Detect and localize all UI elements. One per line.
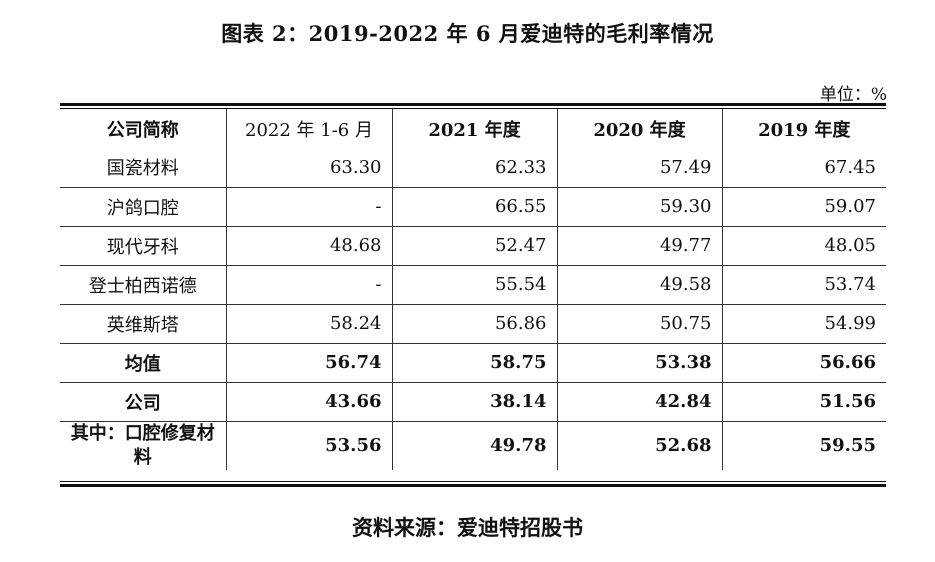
cell-value: 55.54 <box>391 264 558 304</box>
cell-value: 58.75 <box>391 342 558 382</box>
header-2019: 2019 年度 <box>721 109 886 148</box>
header-2020: 2020 年度 <box>556 109 723 148</box>
table-row: 登士柏西诺德 - 55.54 49.58 53.74 <box>60 264 886 304</box>
cell-value: - <box>225 264 393 304</box>
table-row: 国瓷材料 63.30 62.33 57.49 67.45 <box>60 148 886 187</box>
row-name: 登士柏西诺德 <box>60 264 227 304</box>
cell-value: 59.55 <box>721 420 886 470</box>
table-bottom-rule <box>60 484 886 487</box>
source-note: 资料来源：爱迪特招股书 <box>352 515 583 540</box>
cell-value: 43.66 <box>225 381 393 421</box>
cell-value: 62.33 <box>391 148 558 187</box>
row-name: 国瓷材料 <box>60 148 227 187</box>
header-company: 公司简称 <box>60 109 227 148</box>
table-row: 沪鸽口腔 - 66.55 59.30 59.07 <box>60 186 886 226</box>
cell-value: 59.07 <box>721 186 886 226</box>
cell-value: 66.55 <box>391 186 558 226</box>
cell-value: 42.84 <box>556 381 723 421</box>
row-name: 英维斯塔 <box>60 303 227 343</box>
header-2022h1: 2022 年 1-6 月 <box>225 109 393 148</box>
cell-value: 48.05 <box>721 225 886 265</box>
cell-value: 63.30 <box>225 148 393 187</box>
cell-value: 54.99 <box>721 303 886 343</box>
table-header-row: 公司简称 2022 年 1-6 月 2021 年度 2020 年度 2019 年… <box>60 109 886 148</box>
cell-value: 50.75 <box>556 303 723 343</box>
cell-value: 53.56 <box>225 420 393 470</box>
cell-value: - <box>225 186 393 226</box>
row-name: 现代牙科 <box>60 225 227 265</box>
unit-label: 单位：% <box>819 85 887 105</box>
chart-title: 图表 2：2019-2022 年 6 月爱迪特的毛利率情况 <box>221 21 714 46</box>
cell-value: 56.66 <box>721 342 886 382</box>
cell-value: 57.49 <box>556 148 723 187</box>
cell-value: 53.74 <box>721 264 886 304</box>
cell-value: 52.68 <box>556 420 723 470</box>
table-top-rule-thin <box>60 108 886 109</box>
table-top-rule <box>60 103 886 106</box>
cell-value: 49.58 <box>556 264 723 304</box>
table-row: 现代牙科 48.68 52.47 49.77 48.05 <box>60 225 886 265</box>
cell-value: 52.47 <box>391 225 558 265</box>
cell-value: 56.86 <box>391 303 558 343</box>
cell-value: 51.56 <box>721 381 886 421</box>
gross-margin-table: 公司简称 2022 年 1-6 月 2021 年度 2020 年度 2019 年… <box>60 109 886 470</box>
cell-value: 67.45 <box>721 148 886 187</box>
row-name: 沪鸽口腔 <box>60 186 227 226</box>
table-row-company: 公司 43.66 38.14 42.84 51.56 <box>60 381 886 421</box>
cell-value: 59.30 <box>556 186 723 226</box>
cell-value: 48.68 <box>225 225 393 265</box>
cell-value: 58.24 <box>225 303 393 343</box>
row-name: 其中：口腔修复材料 <box>60 420 227 470</box>
row-name: 均值 <box>60 342 227 382</box>
cell-value: 49.77 <box>556 225 723 265</box>
cell-value: 49.78 <box>391 420 558 470</box>
table-row: 英维斯塔 58.24 56.86 50.75 54.99 <box>60 303 886 343</box>
table-row-average: 均值 56.74 58.75 53.38 56.66 <box>60 342 886 382</box>
row-name: 公司 <box>60 381 227 421</box>
table-row-restorative: 其中：口腔修复材料 53.56 49.78 52.68 59.55 <box>60 420 886 470</box>
cell-value: 53.38 <box>556 342 723 382</box>
cell-value: 38.14 <box>391 381 558 421</box>
cell-value: 56.74 <box>225 342 393 382</box>
header-2021: 2021 年度 <box>391 109 558 148</box>
table-bottom-rule-thin <box>60 481 886 482</box>
